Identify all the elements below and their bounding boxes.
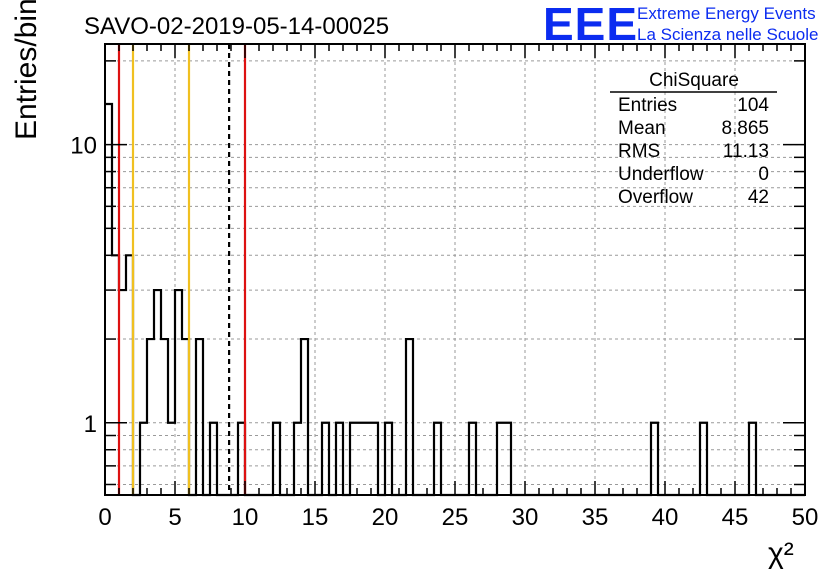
histogram-bar bbox=[364, 423, 371, 495]
histogram-bar bbox=[196, 339, 203, 495]
stats-rows: Entries 104 Mean 8.865 RMS 11.13 Underflow 0 Ove… bbox=[618, 95, 769, 208]
histogram-bar bbox=[469, 423, 476, 495]
histogram-bar bbox=[154, 290, 161, 495]
logo-line-2: La Scienza nelle Scuole bbox=[637, 25, 818, 44]
stats-label: RMS bbox=[618, 141, 660, 162]
x-tick-label: 35 bbox=[582, 504, 609, 531]
axis-ticks: 0 5 10 15 20 25 30 35 40 45 50 1 10 bbox=[70, 44, 818, 531]
histogram-bar bbox=[350, 423, 357, 495]
stats-label: Mean bbox=[618, 118, 666, 139]
histogram-bar bbox=[161, 339, 168, 495]
x-tick-label: 5 bbox=[168, 504, 181, 531]
x-tick-label: 30 bbox=[512, 504, 539, 531]
histogram-bar bbox=[147, 339, 154, 495]
histogram-bar bbox=[105, 104, 112, 495]
histogram-bar bbox=[336, 423, 343, 495]
y-tick-label: 10 bbox=[70, 133, 97, 160]
histogram-bar bbox=[168, 423, 175, 495]
histogram-bar bbox=[406, 339, 413, 495]
stats-label: Entries bbox=[618, 95, 677, 116]
x-tick-label: 40 bbox=[652, 504, 679, 531]
histogram-bar bbox=[749, 423, 756, 495]
x-tick-label: 0 bbox=[98, 504, 111, 531]
stats-value: 8.865 bbox=[721, 118, 769, 139]
histogram-bar bbox=[497, 423, 504, 495]
eee-logo: EEE Extreme Energy Events La Scienza nel… bbox=[543, 0, 818, 50]
logo-mark: EEE bbox=[543, 0, 638, 50]
histogram-bar bbox=[385, 423, 392, 495]
stats-value: 104 bbox=[737, 95, 769, 116]
stats-value: 0 bbox=[758, 164, 769, 185]
x-tick-label: 20 bbox=[372, 504, 399, 531]
histogram-bar bbox=[322, 423, 329, 495]
x-tick-label: 50 bbox=[792, 504, 819, 531]
histogram-bar bbox=[140, 423, 147, 495]
histogram-bar bbox=[301, 339, 308, 495]
histogram-bar bbox=[210, 423, 217, 495]
y-tick-label: 1 bbox=[84, 411, 97, 438]
histogram-bar bbox=[700, 423, 707, 495]
x-tick-label: 10 bbox=[232, 504, 259, 531]
reference-lines bbox=[117, 44, 247, 495]
stats-box-title: ChiSquare bbox=[649, 70, 739, 91]
stats-value: 11.13 bbox=[723, 141, 769, 162]
x-axis-label: χ² bbox=[768, 537, 794, 570]
stats-label: Underflow bbox=[618, 164, 704, 185]
y-axis-label: Entries/bin bbox=[10, 0, 43, 140]
histogram-bar bbox=[371, 423, 378, 495]
stats-box: ChiSquare Entries 104 Mean 8.865 RMS 11.13 Und… bbox=[610, 70, 777, 208]
x-tick-label: 15 bbox=[302, 504, 329, 531]
x-tick-label: 45 bbox=[722, 504, 749, 531]
stats-label: Overflow bbox=[618, 187, 693, 208]
histogram-bar bbox=[434, 423, 441, 495]
grid-lines bbox=[105, 44, 805, 495]
histogram-bar bbox=[504, 423, 511, 495]
stats-value: 42 bbox=[748, 187, 769, 208]
histogram-bar bbox=[273, 423, 280, 495]
histogram-bar bbox=[651, 423, 658, 495]
chart-title: SAVO-02-2019-05-14-00025 bbox=[84, 13, 389, 40]
histogram-bar bbox=[294, 423, 301, 495]
histogram-bar bbox=[357, 423, 364, 495]
histogram-bar bbox=[175, 290, 182, 495]
logo-line-1: Extreme Energy Events bbox=[637, 4, 816, 23]
x-tick-label: 25 bbox=[442, 504, 469, 531]
